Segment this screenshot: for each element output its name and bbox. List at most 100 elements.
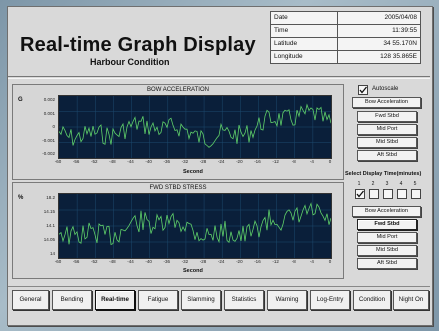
group2-mid-stbd-button[interactable]: Mid Stbd: [357, 245, 417, 256]
y-tick-label: 0.001: [43, 110, 55, 116]
divider: [8, 76, 430, 77]
info-row-date: Date 2005/04/08: [269, 11, 421, 25]
divider-highlight: [8, 78, 430, 79]
time-option-checkbox-5[interactable]: [411, 189, 421, 199]
tab-warning[interactable]: Warning: [267, 290, 307, 310]
info-row-longitude: Longitude 128 35.865E: [269, 50, 421, 64]
tab-night-on[interactable]: Night On: [393, 290, 429, 310]
time-option-checkbox-4[interactable]: [397, 189, 407, 199]
info-label: Date: [269, 11, 339, 25]
group2-mid-port-button[interactable]: Mid Port: [357, 232, 417, 243]
tab-general[interactable]: General: [12, 290, 49, 310]
x-tick-label: -20: [236, 259, 243, 264]
check-icon: [359, 86, 367, 94]
x-tick-label: -56: [72, 259, 80, 264]
tab-log-entry[interactable]: Log-Entry: [310, 290, 350, 310]
x-tick-label: 0: [328, 259, 332, 264]
time-option-label: 1: [357, 181, 361, 187]
time-option-checkbox-2[interactable]: [369, 189, 379, 199]
y-tick-label: -0.002: [42, 151, 55, 156]
time-option-checkbox-3[interactable]: [383, 189, 393, 199]
group2-fwd-stbd-button[interactable]: Fwd Stbd: [357, 219, 417, 230]
group1-aft-stbd-button[interactable]: Aft Stbd: [357, 150, 417, 161]
x-tick-label: -24: [217, 159, 225, 164]
tab-bar: [8, 286, 430, 315]
x-tick-label: -20: [236, 159, 243, 164]
x-tick-label: -60: [54, 259, 62, 264]
x-axis-label: Second: [183, 268, 203, 274]
x-tick-label: -44: [127, 259, 134, 264]
x-tick-label: -56: [72, 159, 80, 164]
info-value: 2005/04/08: [337, 11, 421, 25]
time-option-checkbox-1[interactable]: [355, 189, 365, 199]
page-subtitle: Harbour Condition: [90, 57, 170, 67]
x-tick-label: -48: [109, 259, 116, 264]
y-tick-label: 0.002: [43, 97, 55, 102]
info-row-latitude: Latitude 34 55.170N: [269, 37, 421, 51]
y-tick-label: 18.2: [46, 195, 55, 200]
info-label: Time: [269, 24, 339, 38]
tab-realtime[interactable]: Real-time: [95, 290, 135, 310]
plot-area: [58, 95, 332, 159]
info-label: Longitude: [269, 50, 339, 64]
info-row-time: Time 11:39:55: [269, 24, 421, 38]
info-value: 34 55.170N: [337, 37, 421, 51]
x-tick-label: -16: [254, 259, 261, 264]
chart-title: BOW ACCELERATION: [147, 87, 209, 93]
y-unit-label: %: [18, 195, 24, 201]
time-option-label: 3: [385, 181, 389, 187]
bow-acceleration-plot: [59, 96, 331, 158]
x-tick-label: -16: [254, 159, 261, 164]
x-tick-label: -28: [199, 159, 207, 164]
chart-fwd-stbd-stress: FWD STBD STRESS % 18.2 14.15 14.1 14.05 14 -…: [12, 182, 344, 279]
x-tick-label: -8: [291, 159, 296, 164]
x-tick-label: -36: [163, 259, 171, 264]
group2-bow-acceleration-button[interactable]: Bow Acceleration: [352, 206, 421, 217]
x-tick-label: -12: [272, 259, 279, 264]
info-table: Date 2005/04/08 Time 11:39:55 Latitude 34 5…: [269, 11, 421, 64]
tab-statistics[interactable]: Statistics: [224, 290, 264, 310]
group1-bow-acceleration-button[interactable]: Bow Acceleration: [352, 97, 421, 108]
tab-fatigue[interactable]: Fatigue: [138, 290, 178, 310]
signal-trace: [59, 103, 331, 148]
group2-aft-stbd-button[interactable]: Aft Stbd: [357, 258, 417, 269]
info-label: Latitude: [269, 37, 339, 51]
check-icon: [356, 190, 364, 198]
time-option-label: 2: [371, 181, 375, 187]
x-axis-label: Second: [183, 169, 203, 175]
tab-condition[interactable]: Condition: [353, 290, 391, 310]
x-tick-label: -12: [272, 159, 279, 164]
signal-trace: [59, 202, 331, 246]
plot-area: [58, 193, 332, 259]
x-tick-label: -52: [91, 159, 98, 164]
y-tick-label: 14.15: [43, 209, 55, 214]
time-option-label: 4: [399, 181, 403, 187]
x-tick-label: -44: [127, 159, 134, 164]
group1-fwd-stbd-button[interactable]: Fwd Stbd: [357, 111, 417, 122]
group1-mid-stbd-button[interactable]: Mid Stbd: [357, 137, 417, 148]
autoscale-checkbox[interactable]: [358, 85, 368, 95]
x-tick-label: -28: [199, 259, 207, 264]
autoscale-label: Autoscale: [372, 86, 399, 92]
x-tick-label: -4: [309, 159, 314, 164]
group1-mid-port-button[interactable]: Mid Port: [357, 124, 417, 135]
x-tick-label: -4: [309, 259, 314, 264]
tab-slamming[interactable]: Slamming: [181, 290, 221, 310]
chart-bow-acceleration: BOW ACCELERATION G 0.002 0.001 0 -0.001 -0.0…: [12, 84, 344, 180]
time-option-label: 5: [413, 181, 417, 187]
y-tick-label: -0.001: [42, 137, 55, 143]
tab-bending[interactable]: Bending: [52, 290, 92, 310]
x-tick-label: -8: [291, 259, 296, 264]
info-value: 128 35.865E: [337, 50, 421, 64]
x-tick-label: -48: [109, 159, 116, 164]
x-tick-label: -32: [181, 159, 189, 164]
info-value: 11:39:55: [337, 24, 421, 38]
x-tick-label: -24: [217, 259, 225, 264]
x-tick-label: 0: [328, 159, 332, 164]
y-tick-label: 14: [49, 251, 55, 256]
x-tick-label: -60: [54, 159, 62, 164]
x-tick-label: -36: [163, 159, 171, 164]
x-tick-label: -40: [145, 159, 152, 164]
page-title: Real-time Graph Display: [20, 34, 256, 56]
y-tick-label: 14.05: [43, 237, 55, 242]
